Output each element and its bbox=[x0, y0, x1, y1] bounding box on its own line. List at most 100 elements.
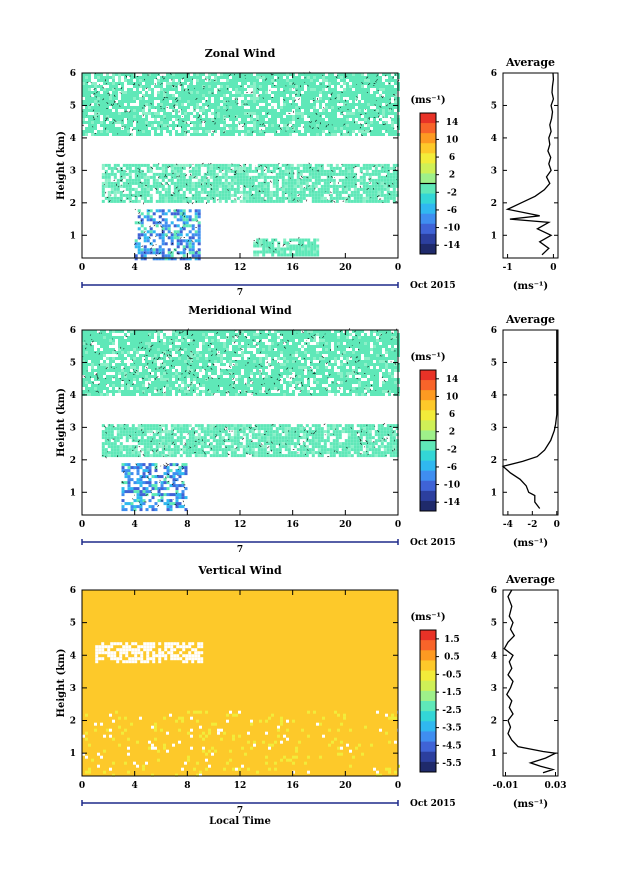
heatmap-cell bbox=[382, 100, 385, 103]
heatmap-cell bbox=[391, 88, 394, 91]
heatmap-cell bbox=[261, 173, 264, 176]
heatmap-cell bbox=[250, 357, 253, 360]
heatmap-cell bbox=[246, 182, 249, 185]
heatmap-cell bbox=[394, 115, 397, 118]
heatmap-cell bbox=[307, 76, 310, 79]
heatmap-cell bbox=[117, 182, 120, 185]
heatmap-cell bbox=[358, 100, 361, 103]
heatmap-cell bbox=[229, 130, 232, 133]
heatmap-cell bbox=[327, 185, 330, 188]
heatmap-cell bbox=[340, 130, 343, 133]
heatmap-cell bbox=[235, 76, 238, 79]
heatmap-cell bbox=[361, 345, 364, 348]
heatmap-cell bbox=[277, 242, 280, 245]
heatmap-cell bbox=[325, 357, 328, 360]
heatmap-cell bbox=[160, 88, 163, 91]
heatmap-cell bbox=[178, 363, 181, 366]
heatmap-cell bbox=[351, 164, 354, 167]
heatmap-cell bbox=[376, 121, 379, 124]
heatmap-cell bbox=[249, 170, 252, 173]
heatmap-cell bbox=[367, 336, 370, 339]
heatmap-cell bbox=[166, 363, 169, 366]
heatmap-cell bbox=[247, 121, 250, 124]
heatmap-cell bbox=[271, 124, 274, 127]
heatmap-cell bbox=[160, 133, 163, 136]
heatmap-cell bbox=[348, 200, 351, 203]
heatmap-cell bbox=[300, 185, 303, 188]
heatmap-cell bbox=[271, 130, 274, 133]
heatmap-cell bbox=[145, 357, 148, 360]
heatmap-cell bbox=[286, 85, 289, 88]
heatmap-cell bbox=[232, 79, 235, 82]
heatmap-cell bbox=[318, 167, 321, 170]
heatmap-cell bbox=[375, 197, 378, 200]
heatmap-cell bbox=[153, 248, 156, 251]
heatmap-cell bbox=[190, 127, 193, 130]
heatmap-cell bbox=[388, 124, 391, 127]
heatmap-cell bbox=[315, 164, 318, 167]
heatmap-cell bbox=[304, 360, 307, 363]
heatmap-cell bbox=[327, 179, 330, 182]
heatmap-cell bbox=[220, 357, 223, 360]
heatmap-cell bbox=[352, 106, 355, 109]
heatmap-cell bbox=[174, 212, 177, 215]
heatmap-cell bbox=[237, 182, 240, 185]
heatmap-cell bbox=[346, 339, 349, 342]
heatmap-cell bbox=[144, 188, 147, 191]
heatmap-cell bbox=[162, 218, 165, 221]
heatmap-cell bbox=[162, 236, 165, 239]
colorbar-tick-label: 6 bbox=[449, 153, 455, 163]
heatmap-cell bbox=[193, 357, 196, 360]
heatmap-cell bbox=[352, 354, 355, 357]
heatmap-cell bbox=[156, 167, 159, 170]
heatmap-cell bbox=[306, 167, 309, 170]
heatmap-cell bbox=[174, 167, 177, 170]
heatmap-cell bbox=[337, 348, 340, 351]
heatmap-cell bbox=[319, 342, 322, 345]
heatmap-cell bbox=[387, 173, 390, 176]
heatmap-cell bbox=[337, 118, 340, 121]
heatmap-cell bbox=[166, 115, 169, 118]
heatmap-cell bbox=[147, 230, 150, 233]
heatmap-cell bbox=[133, 97, 136, 100]
heatmap-cell bbox=[265, 130, 268, 133]
heatmap-cell bbox=[363, 197, 366, 200]
heatmap-cell bbox=[121, 336, 124, 339]
heatmap-cell bbox=[217, 103, 220, 106]
heatmap-cell bbox=[183, 245, 186, 248]
heatmap-cell bbox=[127, 133, 130, 136]
heatmap-cell bbox=[106, 100, 109, 103]
heatmap-cell bbox=[288, 179, 291, 182]
heatmap-cell bbox=[136, 351, 139, 354]
heatmap-cell bbox=[150, 176, 153, 179]
heatmap-cell bbox=[88, 121, 91, 124]
heatmap-cell bbox=[186, 218, 189, 221]
heatmap-cell bbox=[367, 103, 370, 106]
heatmap-cell bbox=[315, 197, 318, 200]
heatmap-cell bbox=[121, 339, 124, 342]
heatmap-cell bbox=[271, 242, 274, 245]
heatmap-cell bbox=[264, 179, 267, 182]
heatmap-cell bbox=[226, 85, 229, 88]
heatmap-cell bbox=[319, 357, 322, 360]
heatmap-cell bbox=[223, 357, 226, 360]
heatmap-cell bbox=[370, 97, 373, 100]
heatmap-cell bbox=[229, 103, 232, 106]
contour-segment bbox=[144, 231, 145, 232]
heatmap-cell bbox=[316, 357, 319, 360]
heatmap-cell bbox=[130, 121, 133, 124]
heatmap-cell bbox=[286, 360, 289, 363]
heatmap-cell bbox=[94, 94, 97, 97]
heatmap-cell bbox=[232, 88, 235, 91]
heatmap-cell bbox=[220, 85, 223, 88]
heatmap-cell bbox=[333, 167, 336, 170]
heatmap-cell bbox=[390, 185, 393, 188]
heatmap-cell bbox=[376, 91, 379, 94]
heatmap-cell bbox=[106, 94, 109, 97]
heatmap-cell bbox=[385, 127, 388, 130]
heatmap-cell bbox=[186, 245, 189, 248]
heatmap-cell bbox=[181, 354, 184, 357]
heatmap-cell bbox=[214, 357, 217, 360]
heatmap-cell bbox=[220, 333, 223, 336]
heatmap-cell bbox=[241, 94, 244, 97]
